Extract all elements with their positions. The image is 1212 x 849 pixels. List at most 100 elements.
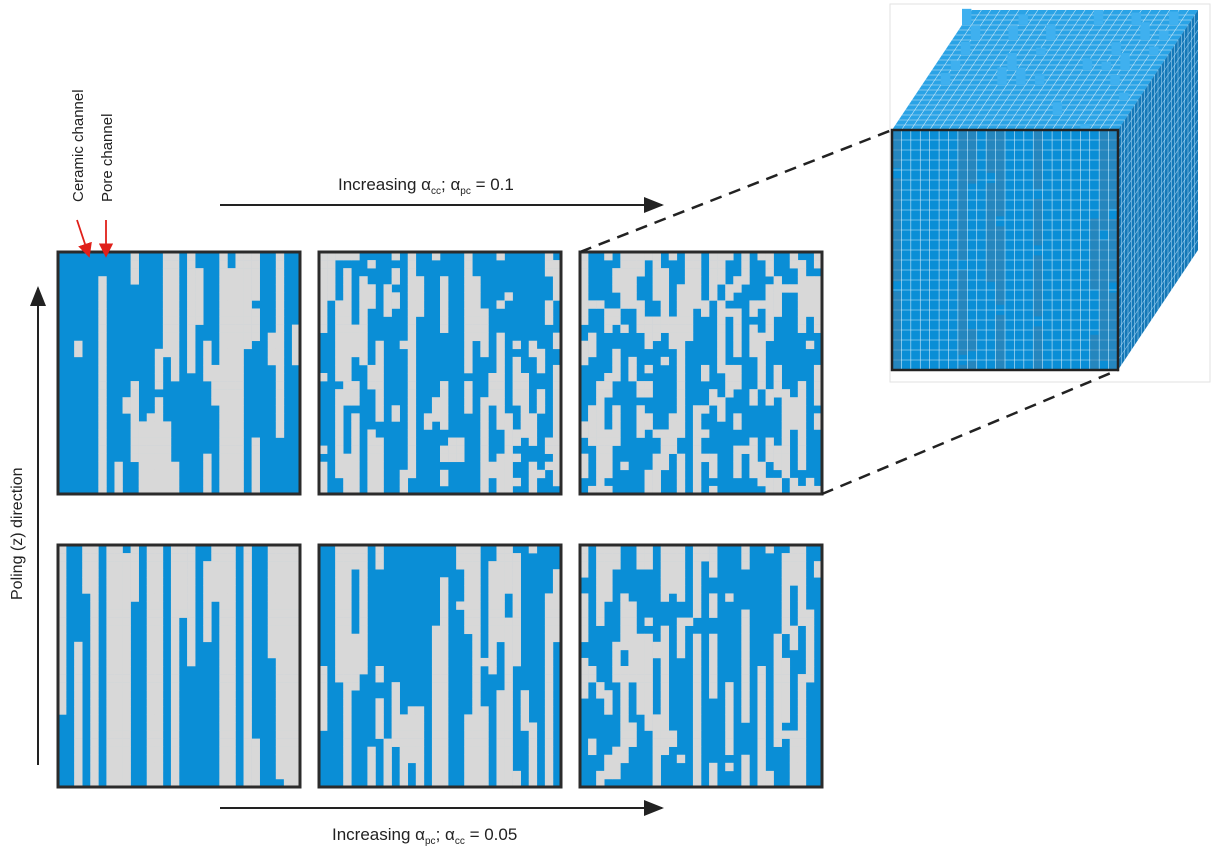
pore-cell — [692, 413, 702, 422]
pore-cell — [74, 762, 83, 772]
pore-cell — [709, 276, 718, 285]
pore-cell — [504, 770, 513, 780]
pore-cell — [106, 617, 115, 626]
pore-cell — [472, 601, 481, 610]
pore-cell — [789, 284, 799, 293]
pore-cell — [709, 657, 718, 667]
pore-cell — [219, 577, 228, 586]
pore-cell — [660, 284, 670, 293]
pore-cell — [146, 545, 156, 554]
pore-cell — [644, 324, 653, 333]
pore-cell — [291, 561, 301, 570]
pore-cell — [797, 617, 807, 626]
pore-cell — [813, 381, 823, 390]
pore-cell — [596, 381, 605, 390]
pore-cell — [291, 617, 301, 626]
pore-cell — [235, 332, 244, 342]
pore-cell — [797, 738, 807, 747]
pore-cell — [544, 445, 554, 454]
pore-cell — [749, 324, 758, 333]
pore-cell — [203, 633, 212, 643]
pore-cell — [106, 666, 115, 675]
pore-cell — [552, 364, 562, 374]
pore-cell — [227, 356, 236, 366]
cube-pore-streak — [986, 130, 996, 173]
pore-cell — [335, 348, 344, 358]
pore-cell — [496, 340, 505, 350]
pore-cell — [335, 252, 344, 261]
pore-cell — [291, 332, 301, 342]
pore-cell — [480, 453, 489, 463]
pore-cell — [114, 698, 123, 707]
pore-cell — [219, 738, 228, 747]
pore-cell — [114, 601, 123, 610]
pore-cell — [154, 485, 164, 495]
pore-cell — [251, 324, 260, 333]
pore-cell — [749, 445, 758, 454]
pore-cell — [187, 332, 196, 342]
pore-cell — [251, 754, 260, 764]
pore-cell — [644, 340, 653, 350]
pore-cell — [536, 364, 546, 374]
pore-cell — [375, 356, 384, 366]
pore-cell — [367, 453, 376, 463]
pore-cell — [676, 649, 686, 659]
pore-cell — [636, 389, 645, 398]
pore-cell — [243, 641, 252, 651]
pore-cell — [684, 316, 694, 325]
pore-cell — [544, 738, 554, 747]
pore-cell — [813, 260, 823, 269]
pore-cell — [170, 276, 180, 285]
pore-cell — [383, 770, 392, 780]
pore-cell — [480, 706, 489, 715]
pore-cell — [251, 762, 260, 772]
pore-cell — [431, 657, 441, 667]
pore-cell — [544, 641, 554, 651]
pore-cell — [660, 722, 670, 731]
pore-cell — [448, 445, 457, 454]
pore-cell — [692, 461, 702, 471]
pore-cell — [636, 553, 645, 562]
pore-cell — [267, 593, 277, 602]
pore-cell — [399, 738, 409, 747]
pore-cell — [660, 593, 670, 602]
pore-cell — [676, 453, 686, 463]
pore-cell — [343, 666, 352, 675]
pore-cell — [283, 706, 293, 715]
pore-cell — [74, 348, 83, 358]
pore-cell — [391, 268, 400, 277]
pore-cell — [544, 609, 554, 618]
pore-cell — [343, 601, 352, 610]
pore-cell — [552, 340, 562, 350]
pore-cell — [604, 593, 613, 602]
pore-cell — [335, 445, 344, 454]
pore-cell — [106, 625, 115, 635]
pore-cell — [415, 706, 425, 715]
pore-cell — [219, 690, 228, 699]
pore-cell — [399, 762, 409, 772]
pore-cell — [383, 738, 392, 747]
pore-cell — [291, 682, 301, 691]
pore-cell — [162, 348, 172, 358]
cube-pillar — [1140, 22, 1150, 40]
pore-cell — [359, 348, 368, 358]
pore-cell — [733, 332, 742, 342]
pore-cell — [122, 561, 131, 570]
pore-cell — [58, 593, 67, 602]
cube-pillar — [1093, 10, 1104, 25]
pore-cell — [267, 601, 277, 610]
pore-cell — [114, 641, 123, 651]
pore-cell — [154, 453, 164, 463]
pore-cell — [122, 617, 131, 626]
pore-cell — [805, 292, 815, 301]
pore-cell — [464, 738, 473, 747]
pore-cell — [496, 252, 505, 261]
microstructure-panel — [317, 250, 563, 496]
pore-cell — [82, 561, 91, 570]
pore-cell — [98, 421, 107, 430]
pore-cell — [219, 340, 228, 350]
pore-cell — [275, 364, 285, 374]
pore-cell — [749, 340, 758, 350]
pore-cell — [496, 405, 505, 414]
top-arrow-label: Increasing αcc; αpc = 0.1 — [338, 175, 514, 197]
